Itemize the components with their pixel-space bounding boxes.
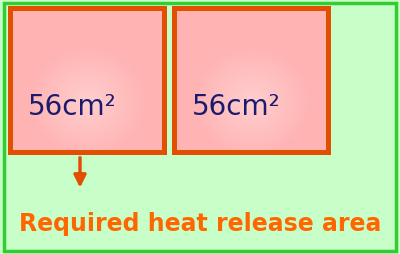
Text: 56cm²: 56cm² [192,93,281,121]
Text: 56cm²: 56cm² [28,93,117,121]
Bar [174,8,328,152]
Bar [10,8,164,152]
Bar [174,8,328,152]
Text: Required heat release area: Required heat release area [19,212,381,235]
Bar [10,8,164,152]
